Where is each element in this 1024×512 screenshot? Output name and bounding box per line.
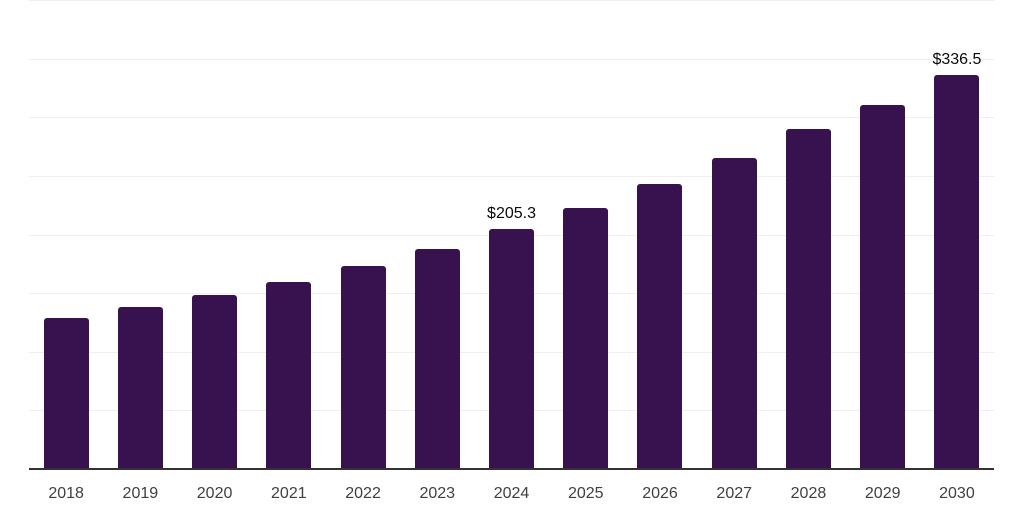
bar-slot [177,0,251,470]
gridline [29,58,994,60]
x-tick-label: 2029 [864,485,901,502]
x-tick-label: 2020 [196,485,233,502]
bar[interactable] [711,158,757,470]
value-label: $205.3 [487,205,536,223]
bar[interactable] [414,249,460,470]
bar[interactable] [192,295,238,470]
bar-slot [846,0,920,470]
value-label: $336.5 [932,51,982,69]
bars-row: $205.3 $336.5 [29,0,994,470]
bar[interactable] [563,208,609,470]
x-tick-label: 2021 [271,485,307,502]
bar-slot [103,0,177,470]
x-tick-label: 2023 [419,485,456,502]
bar-slot [771,0,845,470]
bar[interactable] [340,266,386,470]
x-tick-label: 2024 [493,485,530,502]
x-tick-label: 2030 [939,485,975,502]
gridline [29,0,994,1]
bar-slot [697,0,771,470]
bar[interactable] [934,75,980,470]
bar-slot [400,0,474,470]
x-tick-label: 2022 [345,485,381,502]
x-tick-label: 2027 [716,485,753,502]
bar[interactable] [860,104,906,470]
x-tick-label: 2018 [48,485,84,502]
bar[interactable] [266,282,312,470]
gridline [29,117,994,119]
x-axis-line [29,468,994,470]
x-tick-label: 2025 [567,485,604,502]
bar[interactable] [637,184,683,470]
bar-slot [549,0,623,470]
bar-slot [29,0,103,470]
x-tick-label: 2026 [642,485,678,502]
bar[interactable] [785,129,831,470]
bar-slot [252,0,326,470]
x-axis-labels: 2018 2019 2020 2021 2022 2023 2024 2025 2026 2027… [29,472,994,503]
x-tick-label: 2019 [122,485,159,502]
bar-slot [623,0,697,470]
bar-slot: $336.5 [920,0,994,470]
bar[interactable] [489,229,535,470]
x-tick-label: 2028 [790,485,827,502]
plot-area: $205.3 $336.5 [29,0,994,470]
bar[interactable] [43,318,89,470]
bar[interactable] [117,307,163,470]
bar-slot: $205.3 [474,0,548,470]
bar-slot [326,0,400,470]
gridline [29,175,994,177]
